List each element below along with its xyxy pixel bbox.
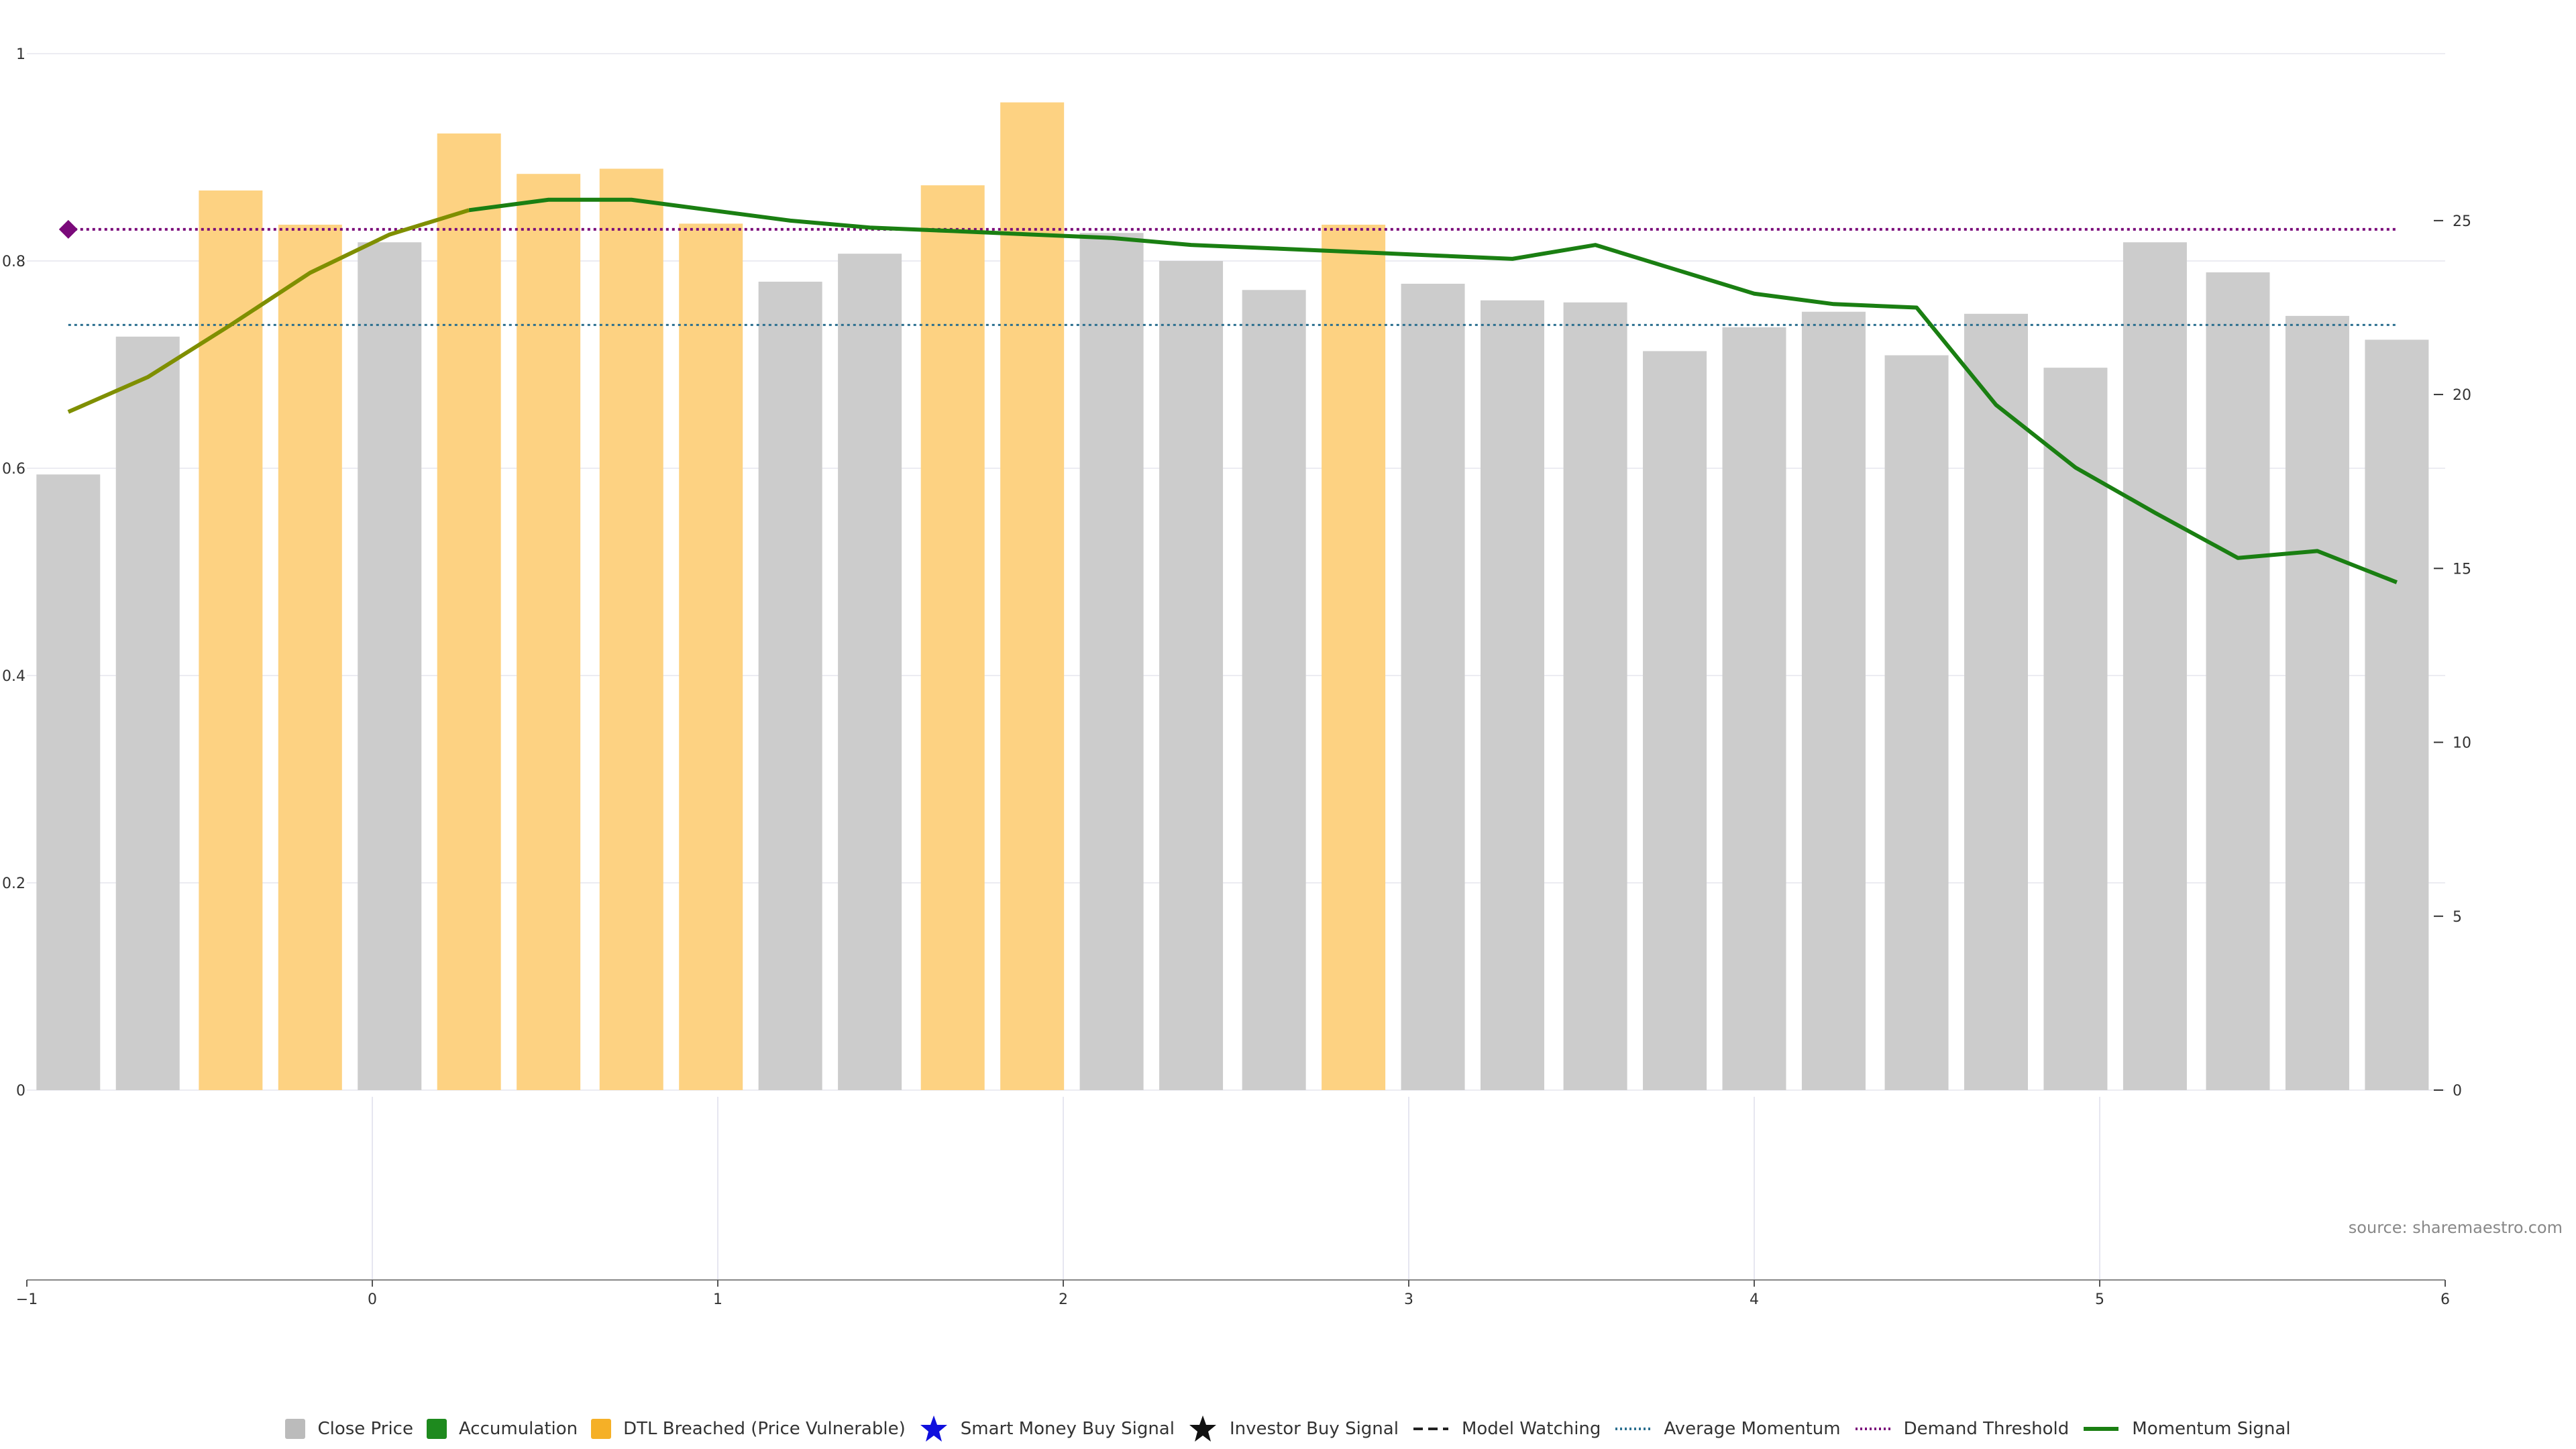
bar-close-price: [599, 168, 663, 1090]
legend-item: Average Momentum: [1614, 1419, 1841, 1439]
x-tick-label: 5: [2095, 1291, 2104, 1308]
legend-item: Momentum Signal: [2082, 1419, 2291, 1439]
bar-close-price: [2123, 242, 2187, 1091]
y-right-tick-label: 20: [2453, 387, 2471, 404]
legend-label: Accumulation: [458, 1419, 578, 1439]
bar-close-price: [2285, 315, 2349, 1090]
legend-item: Model Watching: [1412, 1419, 1601, 1439]
legend-swatch: [285, 1419, 306, 1439]
momentum-signal-line: [468, 197, 2398, 584]
legend-label: Model Watching: [1461, 1419, 1601, 1439]
bar-close-price: [758, 281, 822, 1090]
bar-close-price: [437, 133, 501, 1091]
legend-line-swatch: [2082, 1419, 2120, 1439]
x-tick-label: −1: [16, 1291, 38, 1308]
x-tick-label: 4: [1750, 1291, 1759, 1308]
momentum-signal-line: [67, 208, 470, 414]
legend-swatch: [591, 1419, 612, 1439]
bar-close-price: [920, 185, 985, 1091]
legend-label: DTL Breached (Price Vulnerable): [623, 1419, 906, 1439]
legend-swatch: [426, 1419, 447, 1439]
bar-close-price: [1159, 261, 1224, 1090]
bar-close-price: [2043, 368, 2108, 1090]
y-right-tick-label: 10: [2453, 735, 2471, 752]
legend: Close Price Accumulation DTL Breached (Pri…: [0, 1414, 2576, 1444]
y-left-tick-label: 0: [16, 1083, 25, 1099]
bar-close-price: [1964, 313, 2028, 1090]
gridlines: [27, 53, 2445, 1280]
y-right-tick-label: 25: [2453, 213, 2471, 230]
legend-label: Smart Money Buy Signal: [960, 1419, 1175, 1439]
legend-line-swatch: [1614, 1419, 1652, 1439]
bar-close-price: [278, 224, 342, 1090]
legend-item: Demand Threshold: [1854, 1419, 2070, 1439]
star-icon: [920, 1415, 947, 1442]
demand-marker-diamond: [58, 219, 78, 239]
legend-line-swatch: [1854, 1419, 1892, 1439]
x-tick-label: 1: [713, 1291, 722, 1308]
legend-label: Investor Buy Signal: [1229, 1419, 1399, 1439]
y-right-tick-label: 15: [2453, 561, 2471, 578]
legend-label: Momentum Signal: [2132, 1419, 2291, 1439]
bar-close-price: [1801, 311, 1866, 1091]
bar-close-price: [838, 254, 902, 1090]
y-right-tick-label: 5: [2453, 909, 2462, 926]
line-series: [58, 197, 2398, 584]
bar-close-price: [1722, 327, 1786, 1090]
star-icon: [1189, 1415, 1216, 1442]
bar-close-price: [1884, 355, 1949, 1090]
legend-item: Smart Money Buy Signal: [919, 1414, 1175, 1444]
y-left-tick-label: 0.6: [2, 461, 25, 478]
y-left-tick-label: 0.4: [2, 668, 25, 685]
bar-close-price: [1000, 102, 1065, 1091]
bar-close-price: [1481, 300, 1544, 1091]
legend-label: Close Price: [317, 1419, 413, 1439]
legend-item: Close Price: [285, 1419, 413, 1439]
bar-close-price: [1322, 224, 1386, 1090]
bar-close-price: [679, 223, 743, 1090]
bar-close-price: [1401, 283, 1465, 1090]
legend-item: DTL Breached (Price Vulnerable): [591, 1419, 906, 1439]
x-tick-label: 6: [2440, 1291, 2450, 1308]
y-left-tick-label: 0.2: [2, 875, 25, 892]
bar-close-price: [1079, 233, 1144, 1090]
legend-item: Accumulation: [426, 1419, 578, 1439]
bar-close-price: [1242, 290, 1306, 1090]
bar-close-price: [358, 242, 422, 1091]
bar-close-price: [115, 336, 180, 1090]
y-right-tick-label: 0: [2453, 1083, 2462, 1099]
legend-label: Demand Threshold: [1903, 1419, 2070, 1439]
bar-close-price: [1643, 351, 1707, 1090]
x-tick-label: 0: [368, 1291, 377, 1308]
bar-series-close-price: [36, 102, 2429, 1091]
legend-label: Average Momentum: [1664, 1419, 1841, 1439]
bar-close-price: [1563, 302, 1627, 1090]
y-left-tick-label: 1: [16, 46, 25, 63]
source-label: source: sharemaestro.com: [2349, 1218, 2563, 1237]
bar-close-price: [2365, 339, 2429, 1090]
bar-close-price: [517, 174, 581, 1091]
x-tick-label: 2: [1059, 1291, 1068, 1308]
legend-item: Investor Buy Signal: [1188, 1414, 1399, 1444]
bar-close-price: [2206, 272, 2270, 1090]
legend-line-swatch: [1412, 1419, 1450, 1439]
bar-close-price: [36, 474, 101, 1090]
y-left-tick-label: 0.8: [2, 254, 25, 270]
x-tick-label: 3: [1404, 1291, 1413, 1308]
